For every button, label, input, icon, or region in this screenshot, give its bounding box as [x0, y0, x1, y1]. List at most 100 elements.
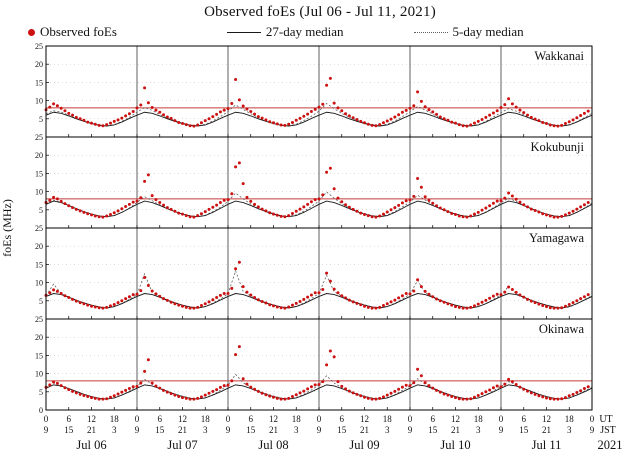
observed-point — [541, 395, 545, 399]
observed-point — [112, 211, 116, 215]
observed-point — [237, 161, 241, 165]
observed-point — [215, 296, 219, 300]
observed-point — [245, 195, 249, 199]
observed-point — [480, 118, 484, 122]
observed-point — [55, 289, 59, 293]
y-tick-label: 20 — [35, 242, 43, 251]
observed-point — [363, 121, 366, 125]
observed-point — [419, 185, 423, 189]
observed-point — [143, 369, 147, 373]
observed-point — [393, 115, 397, 119]
observed-point — [218, 110, 222, 114]
observed-point — [230, 379, 234, 383]
observed-point — [207, 300, 211, 304]
observed-point — [290, 211, 294, 215]
observed-point — [112, 119, 116, 123]
observed-point — [385, 119, 389, 123]
y-tick-label: 15 — [35, 78, 43, 87]
observed-point — [510, 380, 514, 384]
observed-point — [423, 105, 427, 109]
observed-point — [469, 397, 473, 401]
observed-point — [120, 390, 124, 394]
observed-point — [234, 77, 238, 81]
solid-line-icon — [226, 31, 261, 33]
observed-point — [412, 194, 416, 198]
observed-point — [495, 109, 499, 113]
observed-point — [446, 118, 450, 122]
observed-point — [146, 284, 150, 288]
ut-tick-label: 6 — [158, 414, 163, 424]
observed-point — [514, 290, 518, 294]
observed-point — [105, 397, 109, 401]
observed-point — [526, 205, 530, 209]
observed-point — [586, 109, 590, 113]
panel-okinawa: 5 10 15 20 25 Okinawa — [35, 315, 593, 411]
observed-point — [321, 288, 325, 292]
observed-point — [340, 109, 344, 113]
observed-point — [484, 390, 488, 394]
observed-point — [518, 108, 522, 112]
observed-point — [438, 390, 442, 394]
jst-tick-label: 9 — [135, 425, 140, 435]
observed-point — [488, 204, 492, 208]
ut-tick-label: 0 — [226, 414, 231, 424]
observed-point — [491, 201, 495, 205]
observed-point — [359, 211, 363, 215]
observed-point — [355, 301, 359, 305]
observed-point — [465, 306, 469, 310]
observed-point — [313, 291, 317, 295]
observed-point — [552, 215, 556, 219]
observed-point — [412, 104, 416, 108]
observed-point — [249, 293, 253, 297]
observed-point — [499, 106, 503, 110]
observed-point — [427, 292, 431, 296]
observed-point — [287, 122, 291, 126]
observed-point — [381, 395, 385, 399]
observed-point — [472, 395, 476, 399]
observed-point — [427, 198, 431, 202]
observed-point — [552, 124, 556, 128]
observed-point — [86, 303, 90, 307]
median27-line — [45, 293, 593, 309]
observed-point — [378, 214, 382, 218]
jst-tick-label: 21 — [87, 425, 96, 435]
observed-point — [457, 397, 461, 401]
observed-point — [454, 213, 457, 217]
observed-point — [575, 207, 579, 211]
y-tick-label: 25 — [35, 133, 43, 142]
y-tick-label: 10 — [35, 97, 43, 106]
observed-point — [264, 209, 268, 213]
observed-point — [556, 215, 560, 219]
observed-point — [507, 285, 511, 289]
observed-point — [90, 121, 93, 125]
observed-point — [211, 115, 215, 119]
observed-point — [52, 380, 56, 384]
jst-tick-label: 21 — [269, 425, 278, 435]
observed-point — [336, 291, 340, 295]
observed-point — [370, 215, 374, 219]
observed-point — [90, 304, 93, 308]
observed-point — [332, 287, 336, 291]
observed-point — [162, 297, 166, 301]
y-tick-label: 5 — [39, 388, 43, 397]
observed-point — [264, 393, 268, 397]
station-label: Wakkanai — [534, 49, 584, 63]
y-tick-label: 10 — [35, 279, 43, 288]
y-tick-label: 0 — [39, 406, 43, 415]
observed-point — [556, 124, 560, 128]
observed-point — [548, 306, 552, 310]
observed-point — [340, 294, 344, 298]
observed-point — [435, 297, 439, 301]
observed-point — [438, 206, 442, 210]
observed-point — [325, 363, 329, 367]
observed-point — [363, 395, 366, 399]
observed-point — [355, 209, 359, 213]
observed-point — [181, 212, 184, 216]
observed-point — [423, 289, 427, 293]
observed-point — [545, 213, 548, 217]
observed-point — [150, 194, 154, 198]
observed-point — [112, 302, 116, 306]
observed-point — [234, 267, 238, 271]
observed-point — [404, 383, 408, 387]
observed-point — [306, 295, 310, 299]
